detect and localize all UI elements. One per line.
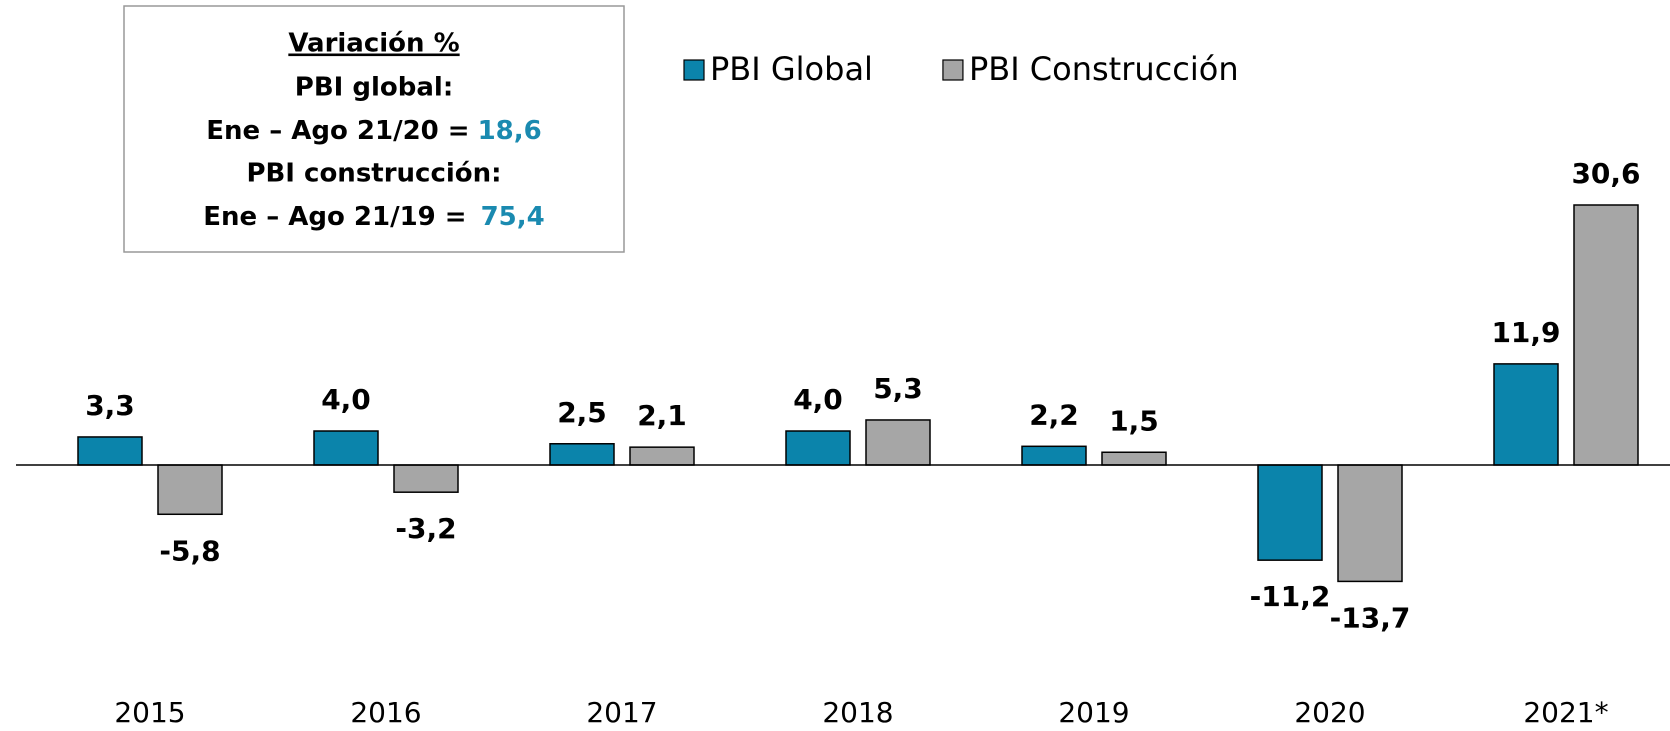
bar [1257, 464, 1323, 561]
annotation-line: PBI global: [295, 73, 453, 103]
annotation-title: Variación % [288, 29, 459, 59]
value-label: -5,8 [159, 534, 220, 567]
bar [1573, 204, 1639, 466]
x-tick-label: 2018 [822, 696, 893, 729]
value-label: 2,1 [637, 399, 687, 432]
value-label: -11,2 [1250, 580, 1331, 613]
bar [157, 464, 223, 516]
annotation-line: PBI construcción: [246, 159, 501, 189]
annotation-value: 75,4 [481, 202, 545, 232]
annotation-period: Ene – Ago 21/19 = [203, 202, 466, 232]
x-tick-label: 2016 [350, 696, 421, 729]
annotation-line: Ene – Ago 21/19 = 75,4 [203, 202, 545, 232]
bar [1337, 464, 1403, 583]
bar [1021, 445, 1087, 466]
legend-swatch [683, 59, 705, 81]
value-label: -3,2 [395, 512, 456, 545]
value-label: 4,0 [321, 383, 371, 416]
legend-swatch [942, 59, 964, 81]
annotation-box [123, 5, 625, 253]
bar [865, 419, 931, 466]
value-label: 1,5 [1109, 404, 1159, 437]
x-tick-label: 2019 [1058, 696, 1129, 729]
bar [77, 436, 143, 466]
legend-label: PBI Construcción [969, 50, 1239, 88]
legend-label: PBI Global [710, 50, 873, 88]
value-label: 2,2 [1029, 398, 1079, 431]
x-tick-label: 2017 [586, 696, 657, 729]
value-label: 3,3 [85, 389, 135, 422]
annotation-period: Ene – Ago 21/20 = [206, 116, 469, 146]
value-label: 30,6 [1571, 157, 1640, 190]
x-tick-label: 2020 [1294, 696, 1365, 729]
bar [393, 464, 459, 493]
annotation-value: 18,6 [478, 116, 542, 146]
bar [549, 443, 615, 466]
value-label: 5,3 [873, 372, 923, 405]
annotation-line: Ene – Ago 21/20 = 18,6 [206, 116, 542, 146]
x-tick-label: 2021* [1523, 696, 1608, 729]
bar [1101, 451, 1167, 466]
x-tick-label: 2015 [114, 696, 185, 729]
bar [629, 446, 695, 466]
bar [1493, 363, 1559, 466]
value-label: 11,9 [1491, 316, 1560, 349]
bar [785, 430, 851, 466]
value-label: -13,7 [1330, 601, 1411, 634]
bar [313, 430, 379, 466]
value-label: 4,0 [793, 383, 843, 416]
value-label: 2,5 [557, 396, 607, 429]
